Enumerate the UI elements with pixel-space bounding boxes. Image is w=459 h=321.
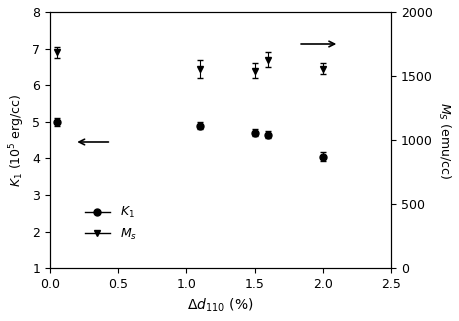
X-axis label: $\Delta d_{110}$ (%): $\Delta d_{110}$ (%) — [187, 297, 254, 314]
Y-axis label: $M_S$ (emu/cc): $M_S$ (emu/cc) — [436, 102, 452, 179]
Y-axis label: $K_1$ ($10^5$ erg/cc): $K_1$ ($10^5$ erg/cc) — [7, 93, 27, 187]
Legend: $K_1$, $M_s$: $K_1$, $M_s$ — [80, 200, 142, 247]
